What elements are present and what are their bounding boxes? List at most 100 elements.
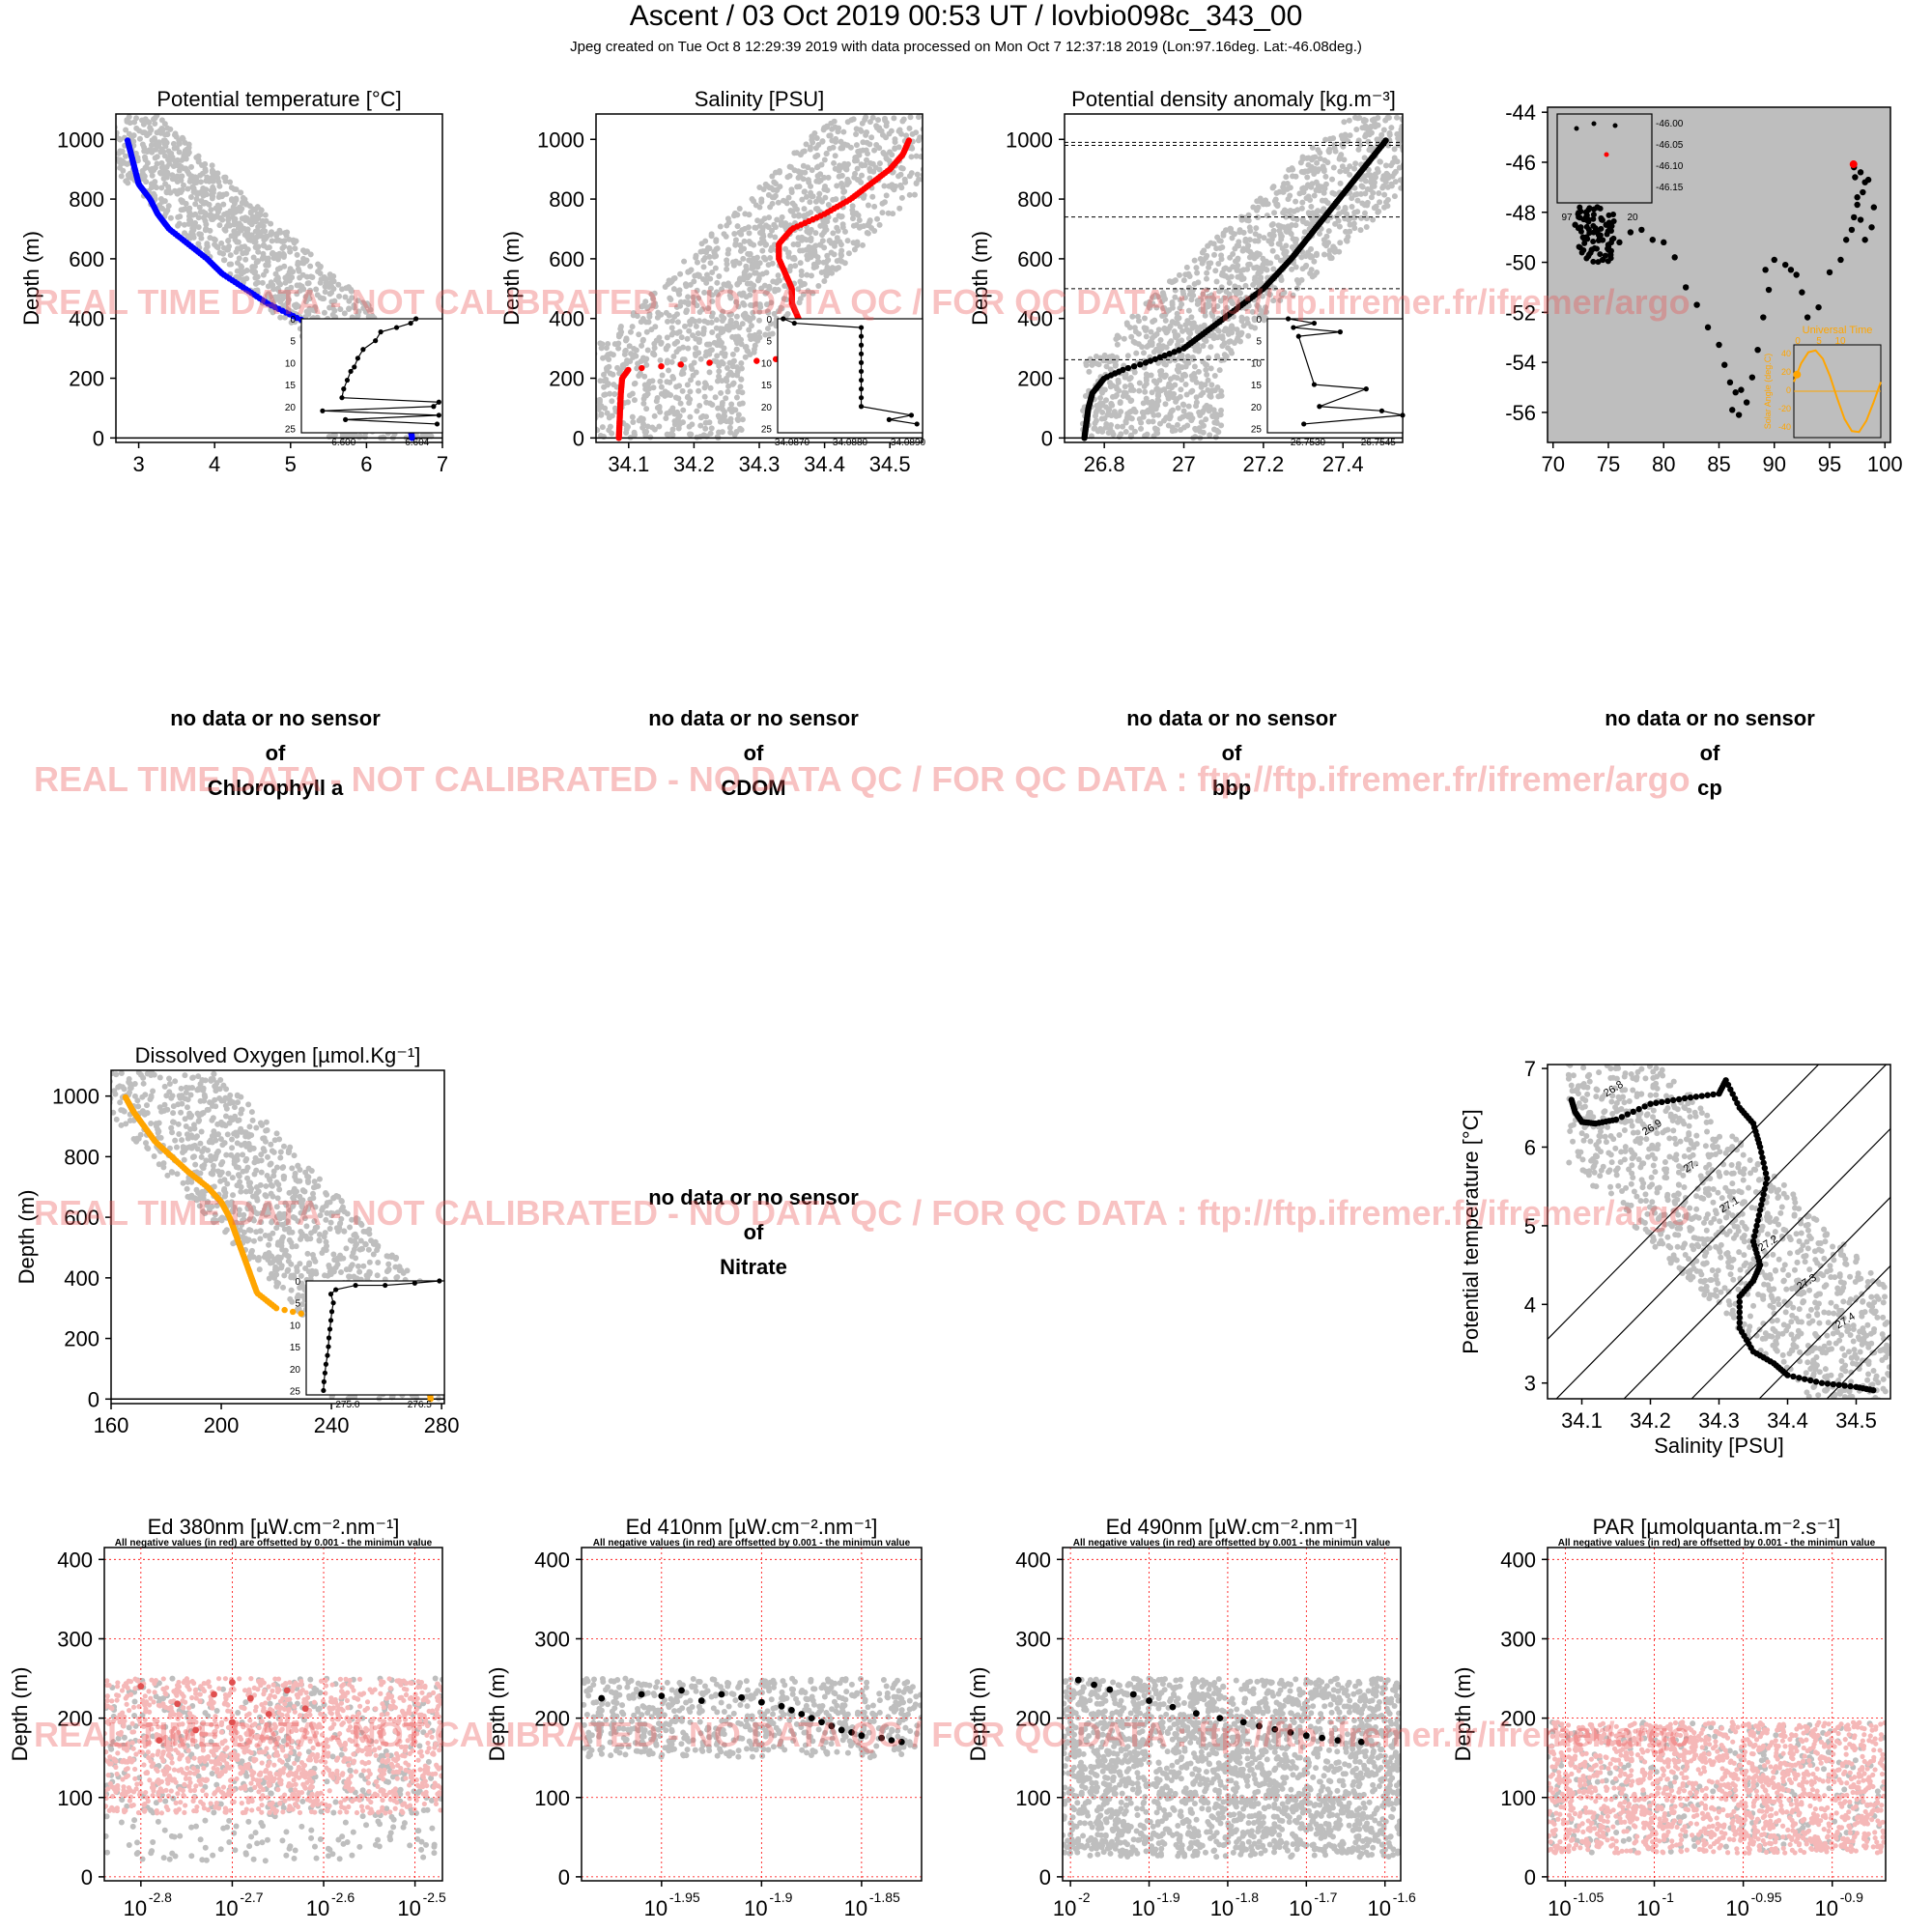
climatology-point xyxy=(117,156,124,163)
track-point xyxy=(1616,239,1623,246)
climatology-point xyxy=(1293,173,1299,180)
climatology-point xyxy=(305,290,312,297)
climatology-point xyxy=(725,383,732,389)
climatology-point xyxy=(1113,384,1120,390)
climatology-point xyxy=(1263,304,1269,311)
climatology-point xyxy=(1366,126,1373,132)
climatology-point xyxy=(1177,324,1183,330)
climatology-point xyxy=(187,217,194,224)
climatology-point xyxy=(243,229,250,236)
climatology-point xyxy=(889,152,895,158)
climatology-point xyxy=(327,304,333,311)
climatology-point xyxy=(1211,387,1218,394)
climatology-point xyxy=(1172,331,1179,338)
climatology-point xyxy=(165,184,172,190)
climatology-point xyxy=(171,187,178,194)
climatology-point xyxy=(223,190,230,197)
climatology-point xyxy=(804,252,810,259)
climatology-point xyxy=(1242,238,1249,244)
track-point xyxy=(1598,225,1605,232)
climatology-point xyxy=(1226,339,1233,346)
climatology-point xyxy=(867,119,873,126)
climatology-point xyxy=(1213,414,1220,421)
climatology-point xyxy=(1235,256,1241,263)
climatology-point xyxy=(110,147,116,153)
climatology-point xyxy=(1404,143,1409,149)
track-point xyxy=(1605,258,1611,265)
climatology-point xyxy=(124,160,130,167)
inset-y-tick-label: 5 xyxy=(1256,337,1262,348)
climatology-point xyxy=(686,327,693,334)
climatology-point xyxy=(583,384,589,389)
climatology-point xyxy=(665,281,671,288)
climatology-point xyxy=(907,114,914,121)
climatology-point xyxy=(935,133,941,139)
climatology-point xyxy=(225,216,232,223)
climatology-point xyxy=(1283,174,1290,181)
climatology-point xyxy=(1140,400,1147,407)
climatology-point xyxy=(801,148,808,155)
climatology-point xyxy=(683,307,690,314)
profile-point xyxy=(1151,355,1159,362)
climatology-point xyxy=(786,173,793,180)
climatology-point xyxy=(711,248,718,255)
climatology-point xyxy=(732,337,739,344)
climatology-point xyxy=(1187,320,1194,327)
climatology-point xyxy=(653,337,660,344)
climatology-point xyxy=(759,247,766,254)
climatology-point xyxy=(1252,276,1259,283)
climatology-point xyxy=(1204,402,1210,409)
climatology-point xyxy=(1361,155,1368,161)
climatology-point xyxy=(1317,150,1323,156)
climatology-point xyxy=(1264,201,1271,208)
climatology-point xyxy=(281,263,288,270)
climatology-point xyxy=(154,129,160,136)
climatology-point xyxy=(287,266,294,272)
climatology-point xyxy=(164,207,171,213)
climatology-point xyxy=(125,172,131,179)
climatology-point xyxy=(1259,293,1265,299)
climatology-point xyxy=(125,180,131,186)
inset-point xyxy=(320,408,326,413)
climatology-point xyxy=(1314,269,1321,275)
climatology-point xyxy=(775,272,781,279)
climatology-point xyxy=(724,388,731,395)
climatology-point xyxy=(809,167,815,174)
climatology-point xyxy=(906,125,913,131)
climatology-point xyxy=(107,121,113,127)
climatology-point xyxy=(719,318,725,325)
climatology-point xyxy=(777,184,783,190)
climatology-point xyxy=(942,154,948,159)
inset-y-tick-label: 10 xyxy=(1251,358,1263,369)
climatology-point xyxy=(1332,220,1339,227)
climatology-point xyxy=(254,258,261,265)
climatology-point xyxy=(1157,368,1164,375)
track-point xyxy=(1726,379,1734,386)
climatology-point xyxy=(1311,171,1318,178)
climatology-point xyxy=(753,224,759,231)
climatology-point xyxy=(941,142,947,148)
climatology-point xyxy=(895,173,902,180)
inset-point xyxy=(360,347,366,353)
climatology-point xyxy=(808,226,814,233)
climatology-point xyxy=(630,312,637,319)
inset-point xyxy=(886,416,892,422)
climatology-point xyxy=(1336,248,1343,255)
climatology-point xyxy=(708,319,715,326)
climatology-point xyxy=(696,295,702,301)
climatology-point xyxy=(345,432,352,439)
climatology-point xyxy=(1349,204,1355,211)
climatology-point xyxy=(274,285,281,292)
climatology-point xyxy=(802,188,809,195)
climatology-point xyxy=(1191,370,1198,377)
climatology-point xyxy=(1176,271,1182,278)
climatology-point xyxy=(724,215,731,222)
climatology-point xyxy=(871,203,878,210)
climatology-point xyxy=(814,173,821,180)
climatology-point xyxy=(1122,384,1128,390)
climatology-point xyxy=(727,320,734,327)
climatology-point xyxy=(1140,350,1147,356)
climatology-point xyxy=(721,231,727,238)
climatology-point xyxy=(925,175,931,181)
